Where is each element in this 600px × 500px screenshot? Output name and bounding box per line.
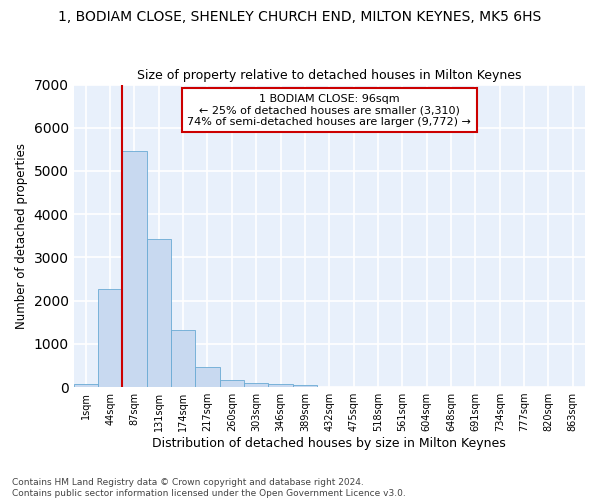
Bar — [244, 382, 268, 387]
X-axis label: Distribution of detached houses by size in Milton Keynes: Distribution of detached houses by size … — [152, 437, 506, 450]
Text: Contains HM Land Registry data © Crown copyright and database right 2024.
Contai: Contains HM Land Registry data © Crown c… — [12, 478, 406, 498]
Bar — [196, 367, 220, 387]
Bar — [171, 330, 196, 387]
Bar — [293, 386, 317, 387]
Bar — [268, 384, 293, 387]
Text: 1 BODIAM CLOSE: 96sqm
← 25% of detached houses are smaller (3,310)
74% of semi-d: 1 BODIAM CLOSE: 96sqm ← 25% of detached … — [187, 94, 471, 127]
Bar — [146, 239, 171, 387]
Bar — [98, 288, 122, 387]
Text: 1, BODIAM CLOSE, SHENLEY CHURCH END, MILTON KEYNES, MK5 6HS: 1, BODIAM CLOSE, SHENLEY CHURCH END, MIL… — [58, 10, 542, 24]
Bar — [122, 150, 146, 387]
Title: Size of property relative to detached houses in Milton Keynes: Size of property relative to detached ho… — [137, 69, 521, 82]
Bar — [74, 384, 98, 387]
Bar — [220, 380, 244, 387]
Y-axis label: Number of detached properties: Number of detached properties — [15, 143, 28, 329]
